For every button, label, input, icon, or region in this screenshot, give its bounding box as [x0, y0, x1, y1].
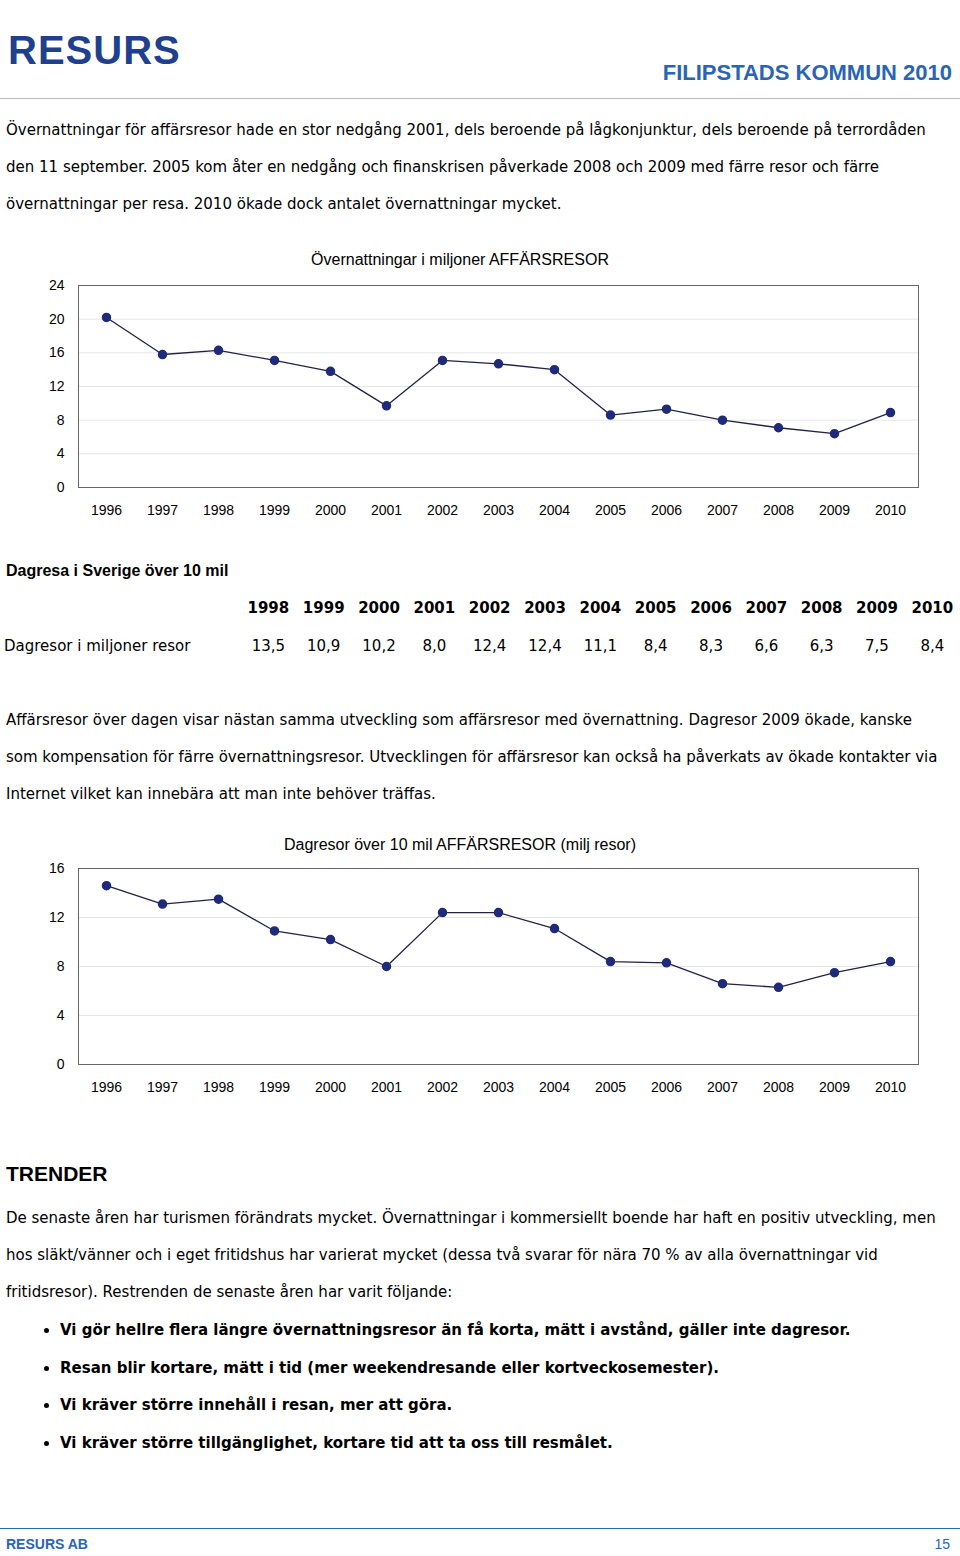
html-text:1998: 1998: [247, 599, 290, 617]
html-text:6,3: 6,3: [809, 637, 834, 655]
html-text:2005: 2005: [634, 599, 677, 617]
html-text:8,4: 8,4: [643, 637, 668, 655]
svg-text:1999: 1999: [259, 1079, 290, 1095]
html-text:11,1: 11,1: [583, 637, 617, 655]
svg-text:2002: 2002: [427, 1079, 458, 1095]
html-text:2003: 2003: [524, 599, 566, 617]
html-text:Resan blir kortare, mätt i tid: Resan blir kortare, mätt i tid (mer week…: [60, 1358, 719, 1377]
svg-text:16: 16: [49, 344, 65, 360]
html-text:Vi gör hellre flera längre öve: Vi gör hellre flera längre övernattnings…: [60, 1321, 851, 1339]
html-text:Vi kräver större innehåll i re: Vi kräver större innehåll i resan, mer a…: [60, 1396, 453, 1414]
svg-text:16: 16: [49, 860, 65, 876]
svg-text:1997: 1997: [147, 1079, 178, 1095]
svg-text:12: 12: [49, 378, 65, 394]
html-text:Dagresa i Sverige över 10 mil: Dagresa i Sverige över 10 mil: [6, 562, 229, 579]
html-text:Dagresor i miljoner resor: Dagresor i miljoner resor: [4, 637, 191, 655]
html-text:2006: 2006: [690, 599, 732, 617]
html-text:8,0: 8,0: [422, 637, 447, 655]
svg-text:1999: 1999: [259, 502, 290, 518]
html-text:Övernattningar i miljoner AFFÄ: Övernattningar i miljoner AFFÄRSRESOR: [311, 251, 609, 268]
svg-text:4: 4: [57, 1007, 65, 1023]
svg-text:2004: 2004: [539, 1079, 570, 1095]
svg-text:2001: 2001: [371, 1079, 402, 1095]
html-text:Dagresor över 10 mil AFFÄRSRES: Dagresor över 10 mil AFFÄRSRESOR (milj r…: [284, 836, 636, 853]
html-text:2010: 2010: [911, 599, 954, 617]
svg-text:0: 0: [57, 479, 65, 495]
svg-text:0: 0: [57, 1056, 65, 1072]
svg-text:4: 4: [57, 445, 65, 461]
svg-text:1997: 1997: [147, 502, 178, 518]
html-text:12,4: 12,4: [473, 637, 507, 655]
html-text:2000: 2000: [358, 599, 400, 617]
html-text:Övernattningar för affärsresor: Övernattningar för affärsresor hade en s…: [6, 121, 926, 213]
html-text:2008: 2008: [800, 599, 843, 617]
html-text:RESURS: RESURS: [8, 28, 181, 72]
html-text:6,6: 6,6: [754, 637, 779, 655]
svg-text:2003: 2003: [483, 1079, 514, 1095]
svg-text:2007: 2007: [707, 1079, 738, 1095]
svg-text:2001: 2001: [371, 502, 402, 518]
html-text:2004: 2004: [579, 599, 622, 617]
svg-text:24: 24: [49, 277, 65, 293]
html-text:2009: 2009: [856, 599, 898, 617]
html-text:De senaste åren har turismen f: De senaste åren har turismen förändrats …: [6, 1209, 936, 1301]
svg-text:2007: 2007: [707, 502, 738, 518]
svg-text:2005: 2005: [595, 502, 626, 518]
svg-text:1996: 1996: [91, 502, 122, 518]
svg-text:2004: 2004: [539, 502, 570, 518]
html-text:8,3: 8,3: [699, 637, 723, 655]
svg-text:12: 12: [49, 909, 65, 925]
svg-text:2009: 2009: [819, 1079, 850, 1095]
svg-text:2006: 2006: [651, 502, 682, 518]
html-text:12,4: 12,4: [528, 637, 562, 655]
html-text:10,9: 10,9: [307, 637, 341, 655]
svg-text:2005: 2005: [595, 1079, 626, 1095]
svg-text:2000: 2000: [315, 1079, 346, 1095]
svg-text:2008: 2008: [763, 502, 794, 518]
svg-text:2010: 2010: [875, 1079, 906, 1095]
html-text:Affärsresor över dagen visar n: Affärsresor över dagen visar nästan samm…: [6, 711, 938, 803]
svg-text:2003: 2003: [483, 502, 514, 518]
html-text:FILIPSTADS KOMMUN 2010: FILIPSTADS KOMMUN 2010: [662, 60, 952, 85]
svg-text:20: 20: [49, 311, 65, 327]
svg-text:8: 8: [57, 412, 65, 428]
html-text:Vi kräver större tillgänglighe: Vi kräver större tillgänglighet, kortare…: [60, 1433, 613, 1452]
html-text:RESURS AB: RESURS AB: [6, 1536, 88, 1552]
svg-text:2002: 2002: [427, 502, 458, 518]
svg-text:1998: 1998: [203, 502, 234, 518]
svg-text:2006: 2006: [651, 1079, 682, 1095]
svg-text:2008: 2008: [763, 1079, 794, 1095]
svg-text:8: 8: [57, 958, 65, 974]
html-text:15: 15: [934, 1536, 950, 1552]
html-text:1999: 1999: [302, 599, 345, 617]
svg-text:2010: 2010: [875, 502, 906, 518]
html-text:2002: 2002: [468, 599, 511, 617]
html-text:8,4: 8,4: [920, 637, 945, 655]
html-text:13,5: 13,5: [251, 637, 286, 655]
html-text:7,5: 7,5: [865, 637, 889, 655]
svg-text:1996: 1996: [91, 1079, 122, 1095]
svg-text:2009: 2009: [819, 502, 850, 518]
html-text:10,2: 10,2: [362, 637, 396, 655]
svg-text:2000: 2000: [315, 502, 346, 518]
html-text:2007: 2007: [745, 599, 788, 617]
html-text:2001: 2001: [413, 599, 456, 617]
html-text:TRENDER: TRENDER: [6, 1162, 108, 1185]
svg-text:1998: 1998: [203, 1079, 234, 1095]
